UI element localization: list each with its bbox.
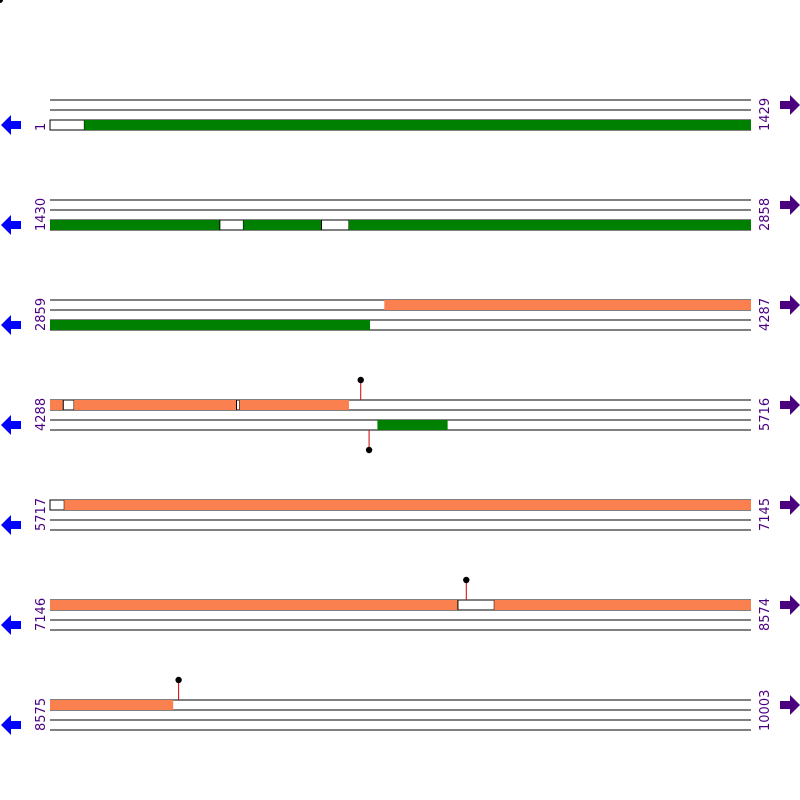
- row-start-coordinate: 4288: [34, 398, 49, 431]
- reverse-feature: [84, 120, 752, 130]
- forward-feature-gap: [49, 499, 65, 511]
- map-row: 8575 10003: [1, 676, 800, 735]
- site-marker: [365, 446, 373, 454]
- row-end-coordinate: 2858: [758, 198, 773, 231]
- left-arrow-icon: [1, 715, 21, 735]
- row-start-coordinate: 5717: [34, 498, 49, 531]
- site-marker: [175, 676, 182, 684]
- forward-feature: [384, 300, 751, 310]
- map-row: 5717 7145: [1, 495, 800, 535]
- site-marker: [357, 376, 364, 384]
- corner-dot: [0, 0, 3, 3]
- row-end-coordinate: 8574: [758, 598, 773, 631]
- left-arrow-icon: [1, 315, 21, 335]
- map-row: 2859 4287: [1, 295, 800, 335]
- forward-feature-gap: [62, 399, 75, 411]
- row-end-coordinate: 7145: [758, 498, 773, 531]
- reverse-feature: [50, 220, 220, 230]
- forward-feature-gap: [457, 599, 495, 611]
- left-arrow-icon: [1, 115, 21, 135]
- map-row: 4288 5716: [1, 376, 800, 454]
- row-start-coordinate: 8575: [34, 698, 49, 731]
- right-arrow-icon: [780, 695, 800, 715]
- reverse-feature: [243, 220, 322, 230]
- reverse-feature: [377, 420, 448, 430]
- reverse-feature: [50, 320, 371, 330]
- forward-feature-gap: [236, 399, 240, 411]
- row-start-coordinate: 2859: [34, 298, 49, 331]
- row-end-coordinate: 4287: [758, 298, 773, 331]
- reverse-feature-gap: [219, 219, 244, 231]
- right-arrow-icon: [780, 595, 800, 615]
- row-end-coordinate: 5716: [758, 398, 773, 431]
- reverse-feature-gap: [49, 119, 85, 131]
- forward-feature: [74, 400, 237, 410]
- map-row: 7146 8574: [1, 576, 800, 635]
- row-start-coordinate: 7146: [34, 598, 49, 631]
- forward-feature: [494, 600, 751, 610]
- row-end-coordinate: 10003: [758, 690, 773, 731]
- row-start-coordinate: 1: [34, 123, 49, 131]
- right-arrow-icon: [780, 195, 800, 215]
- forward-feature: [50, 700, 174, 710]
- reverse-feature: [348, 220, 751, 230]
- map-row: 1430 2858: [1, 195, 800, 235]
- forward-feature: [50, 400, 64, 410]
- right-arrow-icon: [780, 395, 800, 415]
- left-arrow-icon: [1, 515, 21, 535]
- map-row: 1 1429: [1, 95, 800, 135]
- site-marker: [463, 576, 470, 584]
- left-arrow-icon: [1, 615, 21, 635]
- row-start-coordinate: 1430: [34, 198, 49, 231]
- right-arrow-icon: [780, 95, 800, 115]
- left-arrow-icon: [1, 415, 21, 435]
- right-arrow-icon: [780, 495, 800, 515]
- reverse-feature-gap: [320, 219, 350, 231]
- left-arrow-icon: [1, 215, 21, 235]
- row-end-coordinate: 1429: [758, 98, 773, 131]
- forward-feature: [64, 500, 752, 510]
- forward-feature: [50, 600, 458, 610]
- right-arrow-icon: [780, 295, 800, 315]
- forward-feature: [239, 400, 349, 410]
